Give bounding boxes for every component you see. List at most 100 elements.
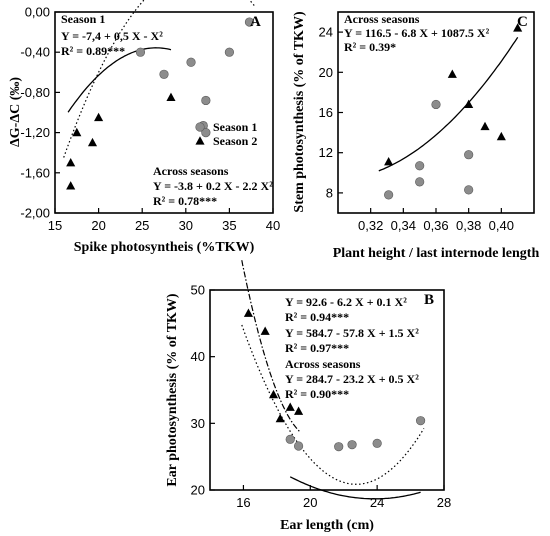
panel-a-across-equation: Y = -3.8 + 0.2 X - 2.2 X² xyxy=(153,179,273,193)
panel-c-circle-point xyxy=(464,185,474,195)
legend-triangle-marker xyxy=(195,136,205,145)
panel-b-y-tick-label: 20 xyxy=(191,483,205,498)
panel-b: 16 20 24 28 20 30 40 50 B Y = 92.6 - 6.2 X + 0.… xyxy=(165,260,451,533)
legend-season1-label: Season 1 xyxy=(213,120,257,134)
panel-b-x-tick-label: 20 xyxy=(303,495,317,510)
panel-b-letter: B xyxy=(424,292,434,308)
panel-c-marks xyxy=(378,23,523,200)
panel-b-triangle-point xyxy=(275,413,285,423)
panel-c-y-label: Stem photosynthesis (% of TKW) xyxy=(292,11,307,213)
panel-a-triangle-point xyxy=(166,92,176,102)
panel-a-y-tick-label: -0,80 xyxy=(20,85,50,100)
panel-c-x-label: Plant height / last internode length xyxy=(333,246,540,261)
panel-c-x-tick-label: 0,34 xyxy=(391,218,416,233)
panel-c: 0,32 0,34 0,36 0,38 0,40 8 12 16 20 24 C Across s… xyxy=(292,11,539,261)
panel-b-marks xyxy=(241,260,426,500)
panel-b-y-tick-label: 30 xyxy=(191,416,205,431)
panel-a-circle-point xyxy=(135,47,146,57)
panel-c-x-tick-label: 0,38 xyxy=(456,218,481,233)
panel-a-season1-title: Season 1 xyxy=(61,12,105,26)
panel-b-across-r2: R² = 0.90*** xyxy=(285,387,349,401)
legend-season2-label: Season 2 xyxy=(213,134,257,148)
panel-c-equation: Y = 116.5 - 6.8 X + 1087.5 X² xyxy=(344,26,490,40)
panel-b-season2-r2: R² = 0.97*** xyxy=(285,341,349,355)
panel-c-circle-point xyxy=(431,99,441,110)
panel-a-triangle-point xyxy=(66,181,76,190)
panel-b-x-tick-label: 28 xyxy=(437,495,451,510)
panel-a-circle-point xyxy=(159,69,169,79)
panel-c-y-tick-label: 16 xyxy=(319,105,333,120)
panel-c-triangle-point xyxy=(447,69,457,78)
panel-a-y-tick-label: -0,40 xyxy=(20,45,50,60)
panel-a-circle-point xyxy=(244,17,255,27)
panel-b-triangle-point xyxy=(285,402,295,411)
panel-c-letter: C xyxy=(517,14,528,30)
panel-b-season1-equation: Y = 92.6 - 6.2 X + 0.1 X² xyxy=(285,295,407,309)
panel-c-x-tick-label: 0,40 xyxy=(489,218,514,233)
panel-b-fit-solid xyxy=(289,476,421,500)
panel-a-ticks: 15 20 25 30 35 40 0,00 -0,40 -0,80 -1,20 -1,60 -2,0… xyxy=(20,5,280,234)
panel-b-across-equation: Y = 284.7 - 23.2 X + 0.5 X² xyxy=(285,372,419,386)
panel-a: 15 20 25 30 35 40 0,00 -0,40 -0,80 -1,20 -1,60 -2,0… xyxy=(8,0,280,255)
panel-b-x-label: Ear length (cm) xyxy=(280,518,374,533)
panel-a-y-tick-label: -1,60 xyxy=(20,165,50,180)
panel-a-fit-solid xyxy=(67,47,172,113)
panel-c-triangle-point xyxy=(480,121,490,131)
panel-c-triangle-point xyxy=(496,131,506,141)
panel-a-y-tick-label: 0,00 xyxy=(25,5,50,20)
panel-b-circle-point xyxy=(372,438,382,448)
panel-b-frame xyxy=(209,289,445,491)
panel-c-x-tick-label: 0,36 xyxy=(423,218,448,233)
panel-c-ticks: 0,32 0,34 0,36 0,38 0,40 8 12 16 20 24 xyxy=(319,25,514,233)
panel-b-y-label: Ear photosynthesis (% of TKW) xyxy=(165,293,180,487)
panel-c-across-title: Across seasons xyxy=(344,12,420,26)
panel-b-circle-point xyxy=(347,440,357,450)
panel-c-circle-point xyxy=(415,161,425,171)
panel-b-y-tick-label: 40 xyxy=(191,349,205,364)
panel-b-triangle-point xyxy=(294,406,304,415)
panel-c-triangle-point xyxy=(464,99,474,109)
panel-c-y-tick-label: 24 xyxy=(319,25,333,40)
panel-b-season2-equation: Y = 584.7 - 57.8 X + 1.5 X² xyxy=(285,326,419,340)
panel-a-frame xyxy=(54,11,274,214)
panel-b-fit-dashdot xyxy=(241,260,301,433)
panel-a-circle-point xyxy=(224,47,234,57)
panel-a-y-tick-label: -1,20 xyxy=(20,125,50,140)
panel-b-circle-point xyxy=(285,434,295,444)
panel-b-circle-point xyxy=(293,441,304,451)
panel-b-x-tick-label: 16 xyxy=(236,495,250,510)
panel-a-season1-equation: Y = -7,4 + 0,5 X - X² xyxy=(61,29,163,43)
panel-c-r2: R² = 0.39* xyxy=(344,40,396,54)
panel-a-triangle-point xyxy=(94,112,104,122)
panel-a-x-tick-label: 40 xyxy=(266,218,280,233)
panel-a-marks xyxy=(63,0,257,190)
panel-a-x-tick-label: 35 xyxy=(222,218,236,233)
panel-b-circle-point xyxy=(334,442,344,452)
panel-c-circle-point xyxy=(415,177,425,187)
panel-a-across-title: Across seasons xyxy=(153,164,229,178)
panel-a-triangle-point xyxy=(66,157,76,167)
panel-a-letter: A xyxy=(250,14,261,30)
panel-b-triangle-point xyxy=(243,308,254,317)
panel-a-x-tick-label: 30 xyxy=(179,218,193,233)
panel-c-circle-point xyxy=(464,150,474,160)
panel-a-y-label: ΔG-ΔC (‰) xyxy=(8,77,23,147)
panel-a-x-tick-label: 20 xyxy=(91,218,105,233)
panel-c-triangle-point xyxy=(384,156,394,166)
panel-a-triangle-point xyxy=(72,127,82,137)
panel-a-y-tick-label: -2,00 xyxy=(20,206,50,221)
panel-c-y-tick-label: 20 xyxy=(319,65,333,80)
panel-b-y-tick-label: 50 xyxy=(191,283,205,298)
panel-c-x-tick-label: 0,32 xyxy=(358,218,383,233)
panel-a-x-tick-label: 15 xyxy=(48,218,62,233)
panel-c-circle-point xyxy=(384,190,394,200)
panel-b-season1-r2: R² = 0.94*** xyxy=(285,310,349,324)
panel-a-circle-point xyxy=(186,57,196,67)
panel-a-circle-point xyxy=(201,95,211,106)
panel-b-across-title: Across seasons xyxy=(285,357,361,371)
panel-c-fit-solid xyxy=(378,36,519,172)
panel-b-triangle-point xyxy=(260,326,270,335)
panel-b-fit-dotted xyxy=(241,324,425,485)
panel-c-y-tick-label: 8 xyxy=(326,185,333,200)
panel-a-season1-r2: R² = 0.89*** xyxy=(61,44,125,58)
